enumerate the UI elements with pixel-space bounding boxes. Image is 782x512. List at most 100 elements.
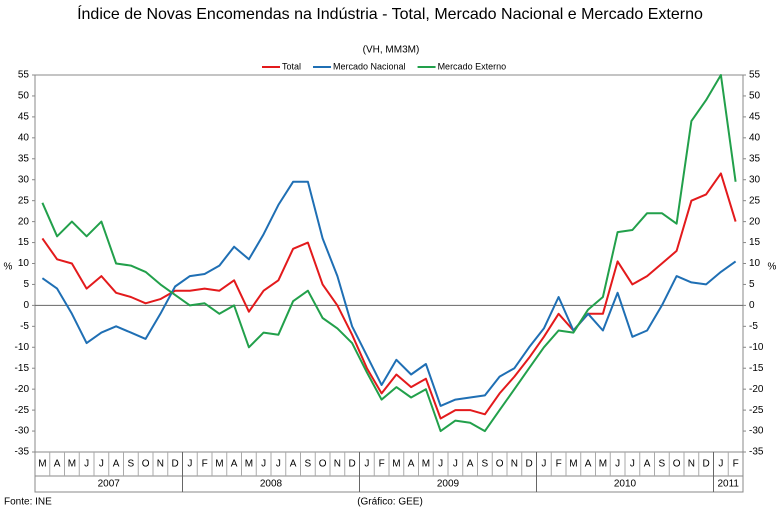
- year-label: 2010: [614, 479, 637, 490]
- x-tick-label: D: [349, 459, 356, 470]
- x-tick-label: J: [541, 459, 546, 470]
- x-tick-label: M: [569, 459, 577, 470]
- y2-tick-label: 30: [749, 174, 761, 185]
- y2-tick-label: 20: [749, 216, 761, 227]
- series-line: [41, 74, 737, 433]
- x-tick-label: O: [673, 459, 681, 470]
- year-label: 2008: [260, 479, 283, 490]
- x-tick-label: S: [305, 459, 312, 470]
- x-tick-label: N: [157, 459, 164, 470]
- credit: (Gráfico: GEE): [357, 497, 423, 508]
- y-tick-label: -5: [20, 321, 29, 332]
- x-tick-label: S: [659, 459, 666, 470]
- y2-tick-label: -10: [749, 342, 764, 353]
- y2-tick-label: 50: [749, 91, 761, 102]
- x-tick-label: A: [290, 459, 297, 470]
- y-tick-label: 5: [23, 279, 29, 290]
- y-tick-label: 50: [18, 91, 30, 102]
- series-line: [41, 172, 737, 420]
- y2-tick-label: -20: [749, 384, 764, 395]
- series-line: [41, 180, 737, 407]
- y2-tick-label: 0: [749, 300, 755, 311]
- x-tick-label: J: [261, 459, 266, 470]
- x-tick-label: A: [113, 459, 120, 470]
- x-tick-label: M: [392, 459, 400, 470]
- x-tick-label: A: [585, 459, 592, 470]
- source: Fonte: INE: [4, 497, 52, 508]
- y-tick-label: -20: [15, 384, 30, 395]
- x-tick-label: O: [142, 459, 150, 470]
- y-axis-label: %: [4, 262, 13, 273]
- x-tick-label: J: [718, 459, 723, 470]
- x-tick-label: M: [245, 459, 253, 470]
- y-tick-label: 0: [23, 300, 29, 311]
- x-tick-label: J: [84, 459, 89, 470]
- x-tick-label: S: [482, 459, 489, 470]
- x-tick-label: A: [644, 459, 651, 470]
- x-tick-label: J: [615, 459, 620, 470]
- y2-tick-label: 10: [749, 258, 761, 269]
- x-tick-label: F: [556, 459, 562, 470]
- y-tick-label: 55: [18, 70, 30, 81]
- y-tick-label: 45: [18, 112, 30, 123]
- x-tick-label: D: [526, 459, 533, 470]
- y2-axis-label: %: [768, 262, 777, 273]
- x-tick-label: A: [408, 459, 415, 470]
- y2-tick-label: -15: [749, 363, 764, 374]
- y2-tick-label: 55: [749, 70, 761, 81]
- y2-tick-label: 5: [749, 279, 755, 290]
- y-tick-label: 20: [18, 216, 30, 227]
- x-tick-label: J: [99, 459, 104, 470]
- x-tick-label: O: [319, 459, 327, 470]
- x-tick-label: O: [496, 459, 504, 470]
- chart-subtitle: (VH, MM3M): [363, 45, 420, 56]
- y2-tick-label: 40: [749, 132, 761, 143]
- y-tick-label: 25: [18, 195, 30, 206]
- x-tick-label: M: [38, 459, 46, 470]
- x-tick-label: A: [54, 459, 61, 470]
- x-tick-label: D: [703, 459, 710, 470]
- x-tick-label: N: [334, 459, 341, 470]
- legend-label: Mercado Externo: [438, 61, 507, 71]
- x-tick-label: J: [364, 459, 369, 470]
- x-tick-label: A: [467, 459, 474, 470]
- x-tick-label: S: [128, 459, 135, 470]
- y-tick-label: 30: [18, 174, 30, 185]
- x-tick-label: D: [172, 459, 179, 470]
- x-tick-label: M: [68, 459, 76, 470]
- year-label: 2007: [98, 479, 121, 490]
- x-tick-label: F: [202, 459, 208, 470]
- x-tick-label: J: [453, 459, 458, 470]
- chart-title: Índice de Novas Encomendas na Indústria …: [77, 6, 703, 23]
- x-tick-label: J: [276, 459, 281, 470]
- x-tick-label: M: [422, 459, 430, 470]
- x-tick-label: N: [511, 459, 518, 470]
- y2-tick-label: 15: [749, 237, 761, 248]
- y-tick-label: -30: [15, 426, 30, 437]
- y-tick-label: -10: [15, 342, 30, 353]
- y2-tick-label: 25: [749, 195, 761, 206]
- x-tick-label: F: [733, 459, 739, 470]
- legend-label: Total: [282, 61, 301, 71]
- year-label: 2009: [437, 479, 460, 490]
- y2-tick-label: 45: [749, 112, 761, 123]
- y-tick-label: -35: [15, 447, 30, 458]
- y-tick-label: 10: [18, 258, 30, 269]
- y-tick-label: 15: [18, 237, 30, 248]
- x-tick-label: J: [187, 459, 192, 470]
- x-tick-label: M: [599, 459, 607, 470]
- y2-tick-label: 35: [749, 153, 761, 164]
- x-tick-label: F: [379, 459, 385, 470]
- plot-frame: [34, 74, 744, 493]
- y-tick-label: -25: [15, 405, 30, 416]
- x-tick-label: M: [215, 459, 223, 470]
- y-tick-label: 35: [18, 153, 30, 164]
- legend-label: Mercado Nacional: [333, 61, 406, 71]
- y2-tick-label: -35: [749, 447, 764, 458]
- x-tick-label: J: [438, 459, 443, 470]
- x-tick-label: A: [231, 459, 238, 470]
- y2-tick-label: -30: [749, 426, 764, 437]
- y-tick-label: -15: [15, 363, 30, 374]
